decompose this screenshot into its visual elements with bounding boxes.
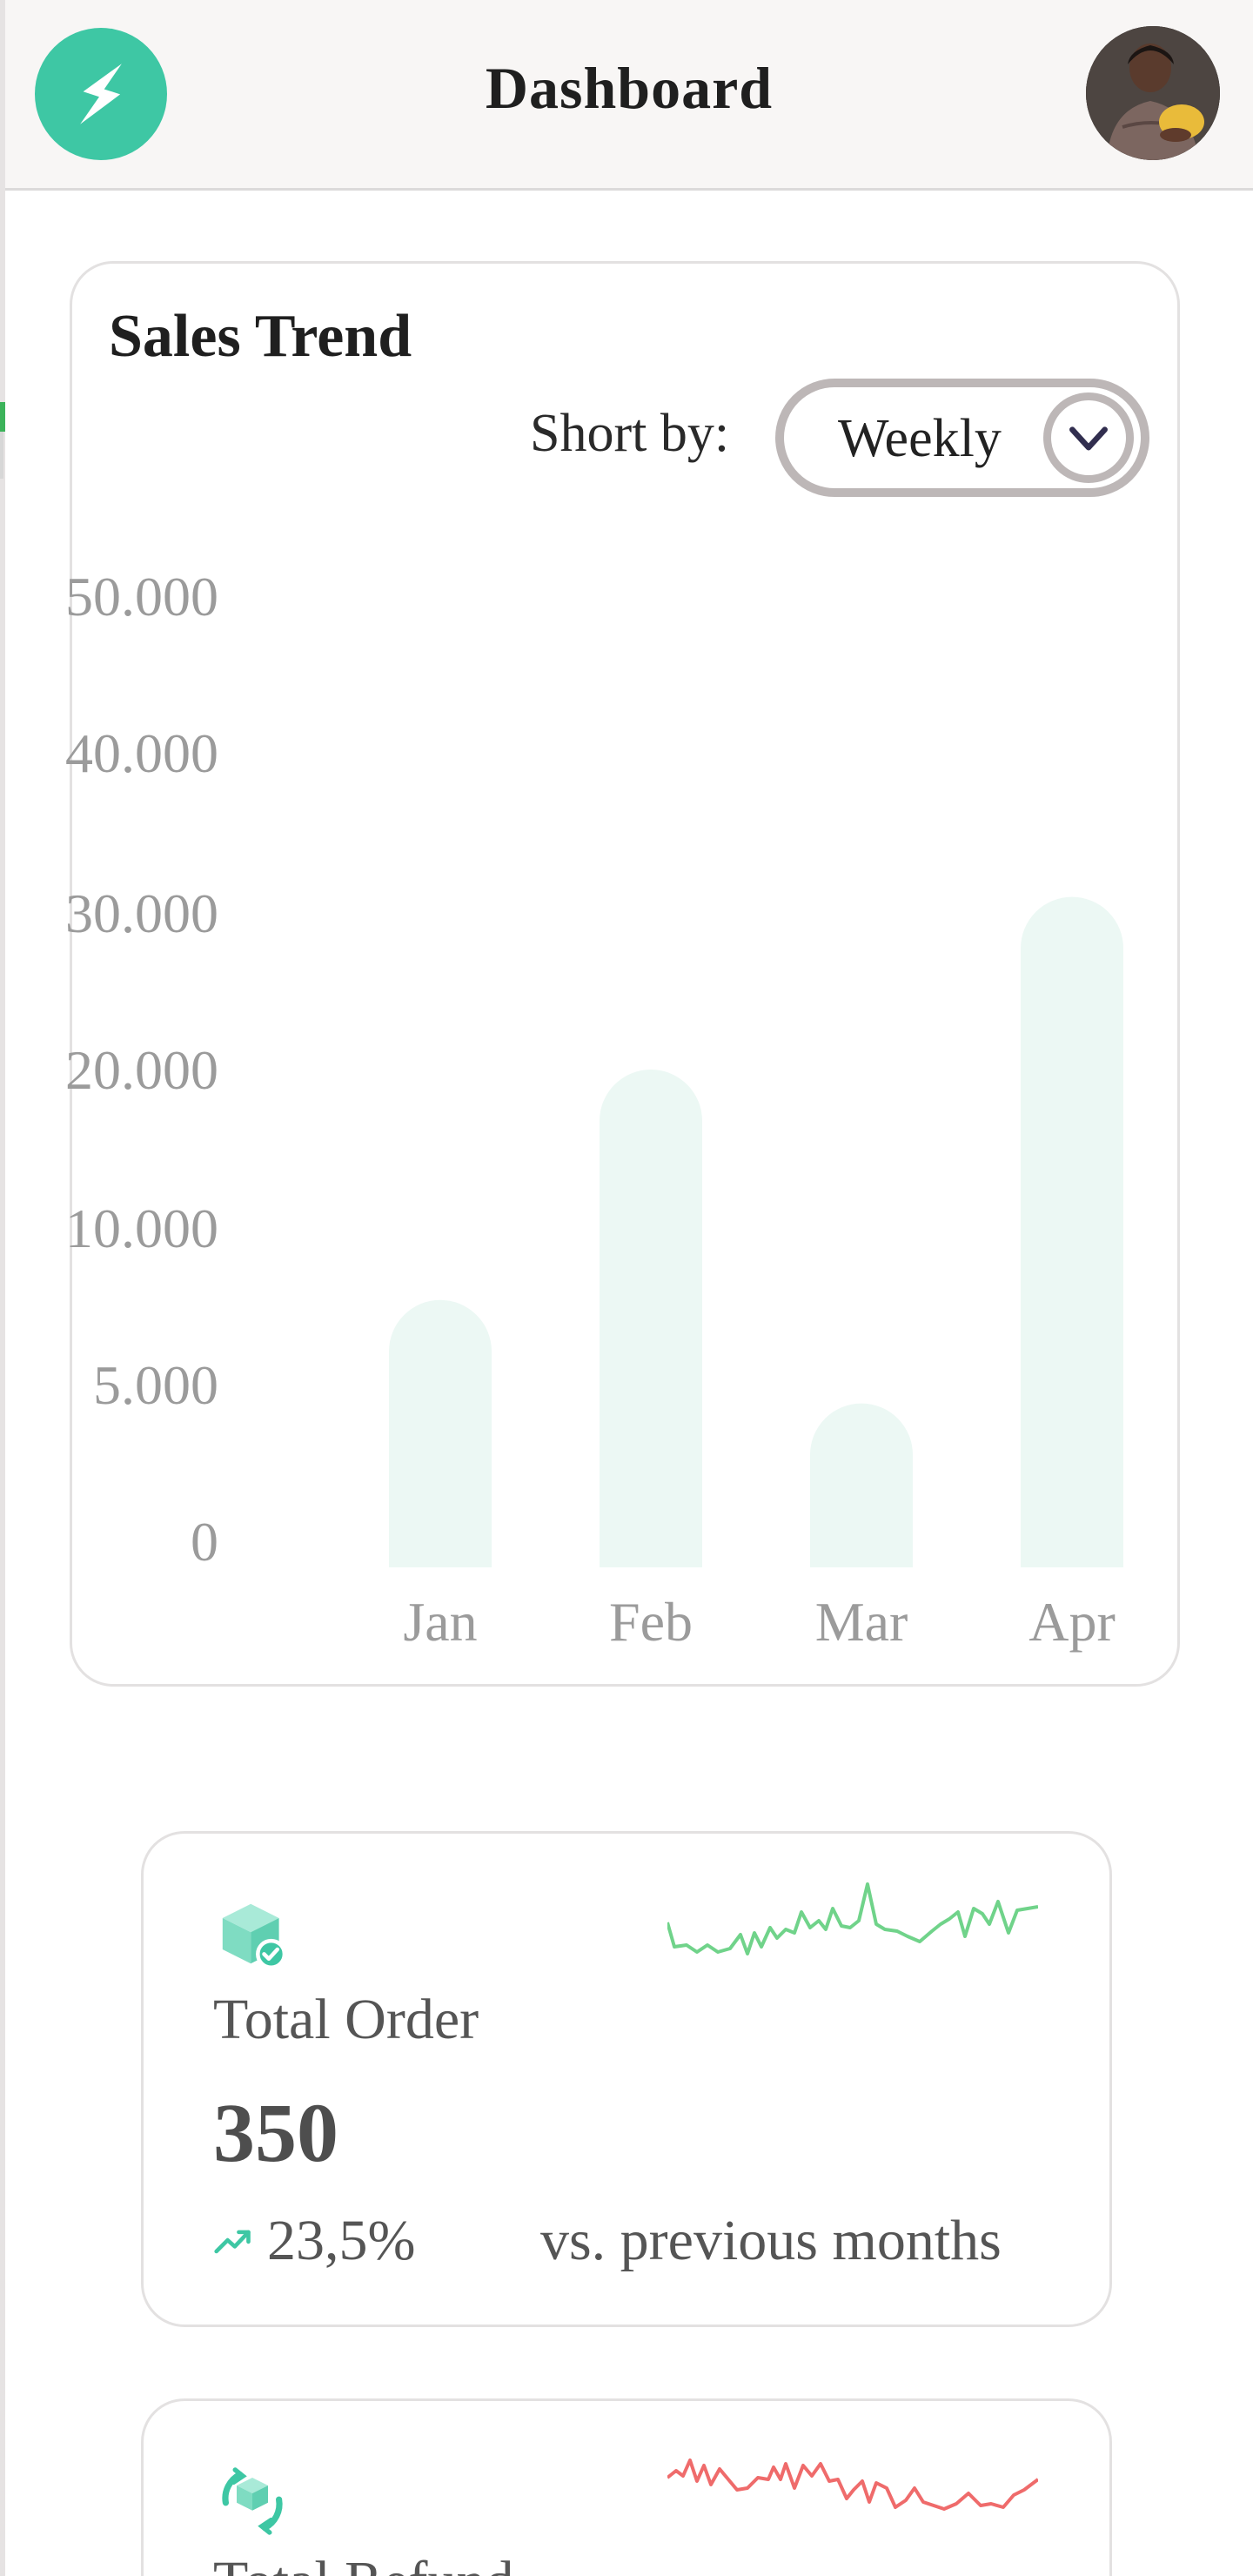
y-axis-tick-label: 10.000 bbox=[65, 1197, 218, 1259]
y-axis-tick-label: 40.000 bbox=[65, 722, 218, 784]
sort-by-label: Short by: bbox=[530, 404, 730, 463]
total-order-change: 23,5% bbox=[267, 2209, 416, 2272]
sort-by-dropdown[interactable]: Weekly bbox=[775, 379, 1149, 497]
x-axis-tick-label: Jan bbox=[403, 1591, 477, 1653]
y-axis-tick-label: 20.000 bbox=[65, 1039, 218, 1101]
left-edge-indicator bbox=[0, 402, 5, 432]
x-axis-tick-label: Feb bbox=[609, 1591, 693, 1653]
lightning-bolt-glyph bbox=[80, 64, 122, 124]
chevron-down-icon[interactable] bbox=[1043, 392, 1134, 483]
total-order-trend: 23,5% bbox=[213, 2208, 415, 2274]
avatar-photo bbox=[1086, 26, 1220, 160]
total-refund-label: Total Refund bbox=[213, 2549, 513, 2576]
left-edge-rule bbox=[0, 0, 5, 2576]
bar-feb[interactable] bbox=[600, 1070, 702, 1567]
trending-up-glyph bbox=[214, 2230, 251, 2254]
total-order-card[interactable]: Total Order 350 23,5% vs. previous month… bbox=[141, 1831, 1112, 2327]
bar-jan[interactable] bbox=[389, 1299, 492, 1567]
lightning-bolt-icon[interactable] bbox=[35, 28, 167, 160]
page-title: Dashboard bbox=[485, 55, 774, 121]
total-order-value: 350 bbox=[213, 2086, 338, 2179]
sparkline-graph bbox=[667, 2459, 1038, 2511]
total-order-label: Total Order bbox=[213, 1988, 479, 2051]
left-edge-handle[interactable] bbox=[0, 432, 3, 479]
sparkline-graph bbox=[667, 1882, 1038, 1955]
x-axis-tick-label: Mar bbox=[815, 1591, 908, 1653]
sales-trend-card: Sales Trend Short by: Weekly 0 5.000 10.00… bbox=[65, 261, 1180, 1687]
sales-trend-title: Sales Trend bbox=[109, 303, 412, 370]
trending-up-icon bbox=[213, 2221, 253, 2261]
bar-apr[interactable] bbox=[1021, 896, 1123, 1567]
total-refund-card[interactable]: Total Refund bbox=[141, 2398, 1112, 2576]
x-axis-tick-label: Apr bbox=[1029, 1591, 1116, 1653]
refund-cycle-glyph bbox=[222, 2467, 283, 2535]
y-axis-tick-label: 50.000 bbox=[65, 566, 218, 627]
y-axis-tick-label: 5.000 bbox=[93, 1354, 218, 1416]
app-header: Dashboard bbox=[5, 0, 1253, 191]
sort-by-value: Weekly bbox=[838, 409, 1002, 468]
user-avatar[interactable] bbox=[1086, 26, 1220, 160]
sales-trend-chart: 0 5.000 10.000 20.000 30.000 40.000 50.000 Jan F… bbox=[65, 566, 1123, 1653]
chevron-down-glyph bbox=[1069, 426, 1108, 451]
total-order-sparkline bbox=[667, 1877, 1038, 1964]
total-order-compare: vs. previous months bbox=[540, 2209, 1002, 2272]
package-check-glyph bbox=[222, 1903, 287, 1969]
refund-cycle-icon bbox=[213, 2462, 291, 2540]
bar-mar[interactable] bbox=[810, 1403, 913, 1567]
total-refund-sparkline bbox=[667, 2445, 1038, 2532]
y-axis-tick-label: 0 bbox=[191, 1511, 218, 1573]
y-axis-tick-label: 30.000 bbox=[65, 882, 218, 944]
package-check-icon bbox=[213, 1895, 291, 1973]
